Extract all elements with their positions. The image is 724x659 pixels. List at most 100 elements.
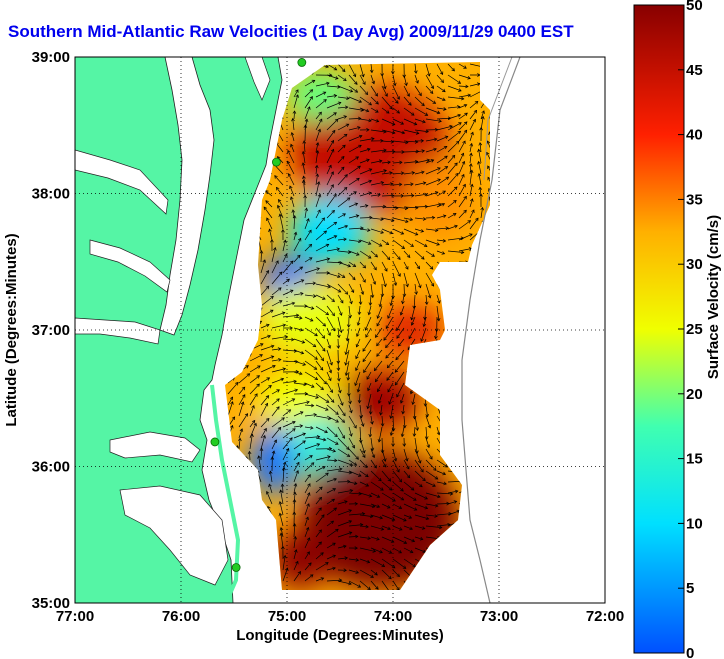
velocity-vector bbox=[414, 547, 426, 553]
velocity-vector-head bbox=[312, 343, 317, 348]
velocity-vector-head bbox=[302, 140, 307, 144]
velocity-vector bbox=[425, 415, 431, 428]
velocity-vector bbox=[387, 360, 394, 368]
velocity-vector bbox=[458, 196, 467, 208]
velocity-vector bbox=[469, 217, 479, 230]
velocity-vector-head bbox=[386, 256, 391, 261]
velocity-vector bbox=[293, 401, 310, 406]
velocity-vector bbox=[370, 149, 387, 153]
velocity-vector bbox=[425, 294, 428, 305]
velocity-vector-head bbox=[256, 383, 260, 388]
velocity-vector-head bbox=[348, 314, 352, 319]
velocity-vector-head bbox=[276, 389, 280, 393]
velocity-vector bbox=[370, 580, 379, 590]
velocity-vector-head bbox=[460, 250, 465, 255]
velocity-vector bbox=[337, 144, 346, 153]
velocity-vector-head bbox=[343, 568, 347, 573]
velocity-vector bbox=[326, 316, 336, 331]
velocity-vector-head bbox=[370, 447, 375, 452]
velocity-vector-head bbox=[383, 464, 387, 468]
velocity-vector-head bbox=[310, 425, 314, 430]
velocity-vector bbox=[315, 173, 318, 186]
velocity-vector bbox=[337, 415, 345, 423]
velocity-vector bbox=[304, 96, 313, 109]
velocity-vector-head bbox=[415, 427, 419, 431]
outer-banks bbox=[210, 384, 241, 603]
velocity-vector bbox=[276, 187, 284, 197]
velocity-vector-head bbox=[314, 376, 319, 380]
velocity-vector-head bbox=[427, 294, 432, 299]
velocity-vector-head bbox=[306, 537, 311, 541]
velocity-vector-head bbox=[340, 166, 345, 171]
velocity-vector-head bbox=[366, 559, 371, 564]
velocity-vector-head bbox=[310, 384, 315, 388]
velocity-vector-head bbox=[323, 230, 328, 234]
velocity-vector-head bbox=[380, 217, 384, 222]
velocity-vector bbox=[337, 459, 353, 466]
velocity-vector-head bbox=[458, 122, 462, 126]
y-tick-label: 37:00 bbox=[32, 322, 70, 339]
velocity-vector-head bbox=[388, 401, 392, 405]
velocity-vector bbox=[282, 389, 298, 395]
velocity-vector bbox=[414, 193, 428, 197]
velocity-vector-head bbox=[368, 493, 373, 498]
velocity-vector-head bbox=[286, 278, 290, 283]
velocity-vector bbox=[436, 74, 444, 83]
velocity-vector bbox=[447, 130, 461, 142]
velocity-vector bbox=[447, 237, 464, 241]
velocity-vector bbox=[326, 360, 332, 373]
velocity-vector bbox=[381, 481, 393, 491]
velocity-vector bbox=[271, 348, 281, 351]
velocity-vector bbox=[488, 188, 490, 197]
velocity-vector-head bbox=[421, 102, 425, 107]
velocity-vector-head bbox=[426, 158, 431, 163]
velocity-vector-head bbox=[461, 173, 465, 178]
velocity-vector bbox=[392, 492, 404, 501]
velocity-vector-head bbox=[469, 152, 473, 157]
velocity-vector-head bbox=[398, 342, 402, 347]
velocity-vector-head bbox=[322, 437, 327, 442]
velocity-vector bbox=[486, 152, 490, 164]
velocity-vector-head bbox=[398, 527, 403, 531]
velocity-vector-head bbox=[275, 260, 279, 264]
velocity-vector-head bbox=[325, 399, 330, 403]
velocity-vector-head bbox=[364, 204, 369, 208]
velocity-vector-head bbox=[337, 378, 341, 382]
velocity-vector bbox=[303, 180, 306, 197]
velocity-vector bbox=[381, 172, 393, 175]
velocity-vector-head bbox=[315, 150, 320, 154]
velocity-vector-head bbox=[265, 200, 269, 204]
velocity-vector-head bbox=[454, 224, 458, 229]
velocity-vector bbox=[436, 125, 453, 131]
velocity-vector-head bbox=[391, 149, 396, 154]
velocity-vector bbox=[392, 228, 404, 235]
velocity-vector-head bbox=[307, 483, 311, 487]
velocity-vector bbox=[337, 404, 346, 416]
velocity-vector-head bbox=[343, 133, 348, 138]
velocity-vector bbox=[381, 470, 391, 482]
velocity-vector bbox=[337, 437, 350, 450]
velocity-vector-head bbox=[431, 253, 435, 257]
velocity-vector bbox=[348, 74, 358, 85]
velocity-vector-head bbox=[410, 112, 415, 116]
velocity-vector bbox=[337, 532, 352, 538]
velocity-vector-head bbox=[380, 449, 385, 454]
velocity-vector-head bbox=[488, 131, 490, 136]
x-axis-label: Longitude (Degrees:Minutes) bbox=[236, 627, 444, 644]
velocity-vector-head bbox=[430, 85, 434, 90]
velocity-vector bbox=[436, 250, 445, 255]
velocity-vector-head bbox=[449, 491, 454, 496]
velocity-vector-head bbox=[320, 552, 324, 556]
velocity-vector-head bbox=[306, 503, 310, 507]
velocity-vector bbox=[489, 131, 490, 142]
velocity-vector-head bbox=[293, 379, 297, 384]
velocity-vector bbox=[385, 338, 394, 348]
velocity-vector bbox=[425, 459, 437, 471]
velocity-vector bbox=[326, 579, 342, 582]
velocity-vector bbox=[392, 272, 397, 286]
velocity-vector-head bbox=[424, 112, 429, 116]
velocity-vector-head bbox=[439, 71, 444, 76]
velocity-vector bbox=[337, 63, 346, 72]
velocity-vector bbox=[359, 437, 365, 454]
velocity-vector bbox=[359, 159, 370, 164]
